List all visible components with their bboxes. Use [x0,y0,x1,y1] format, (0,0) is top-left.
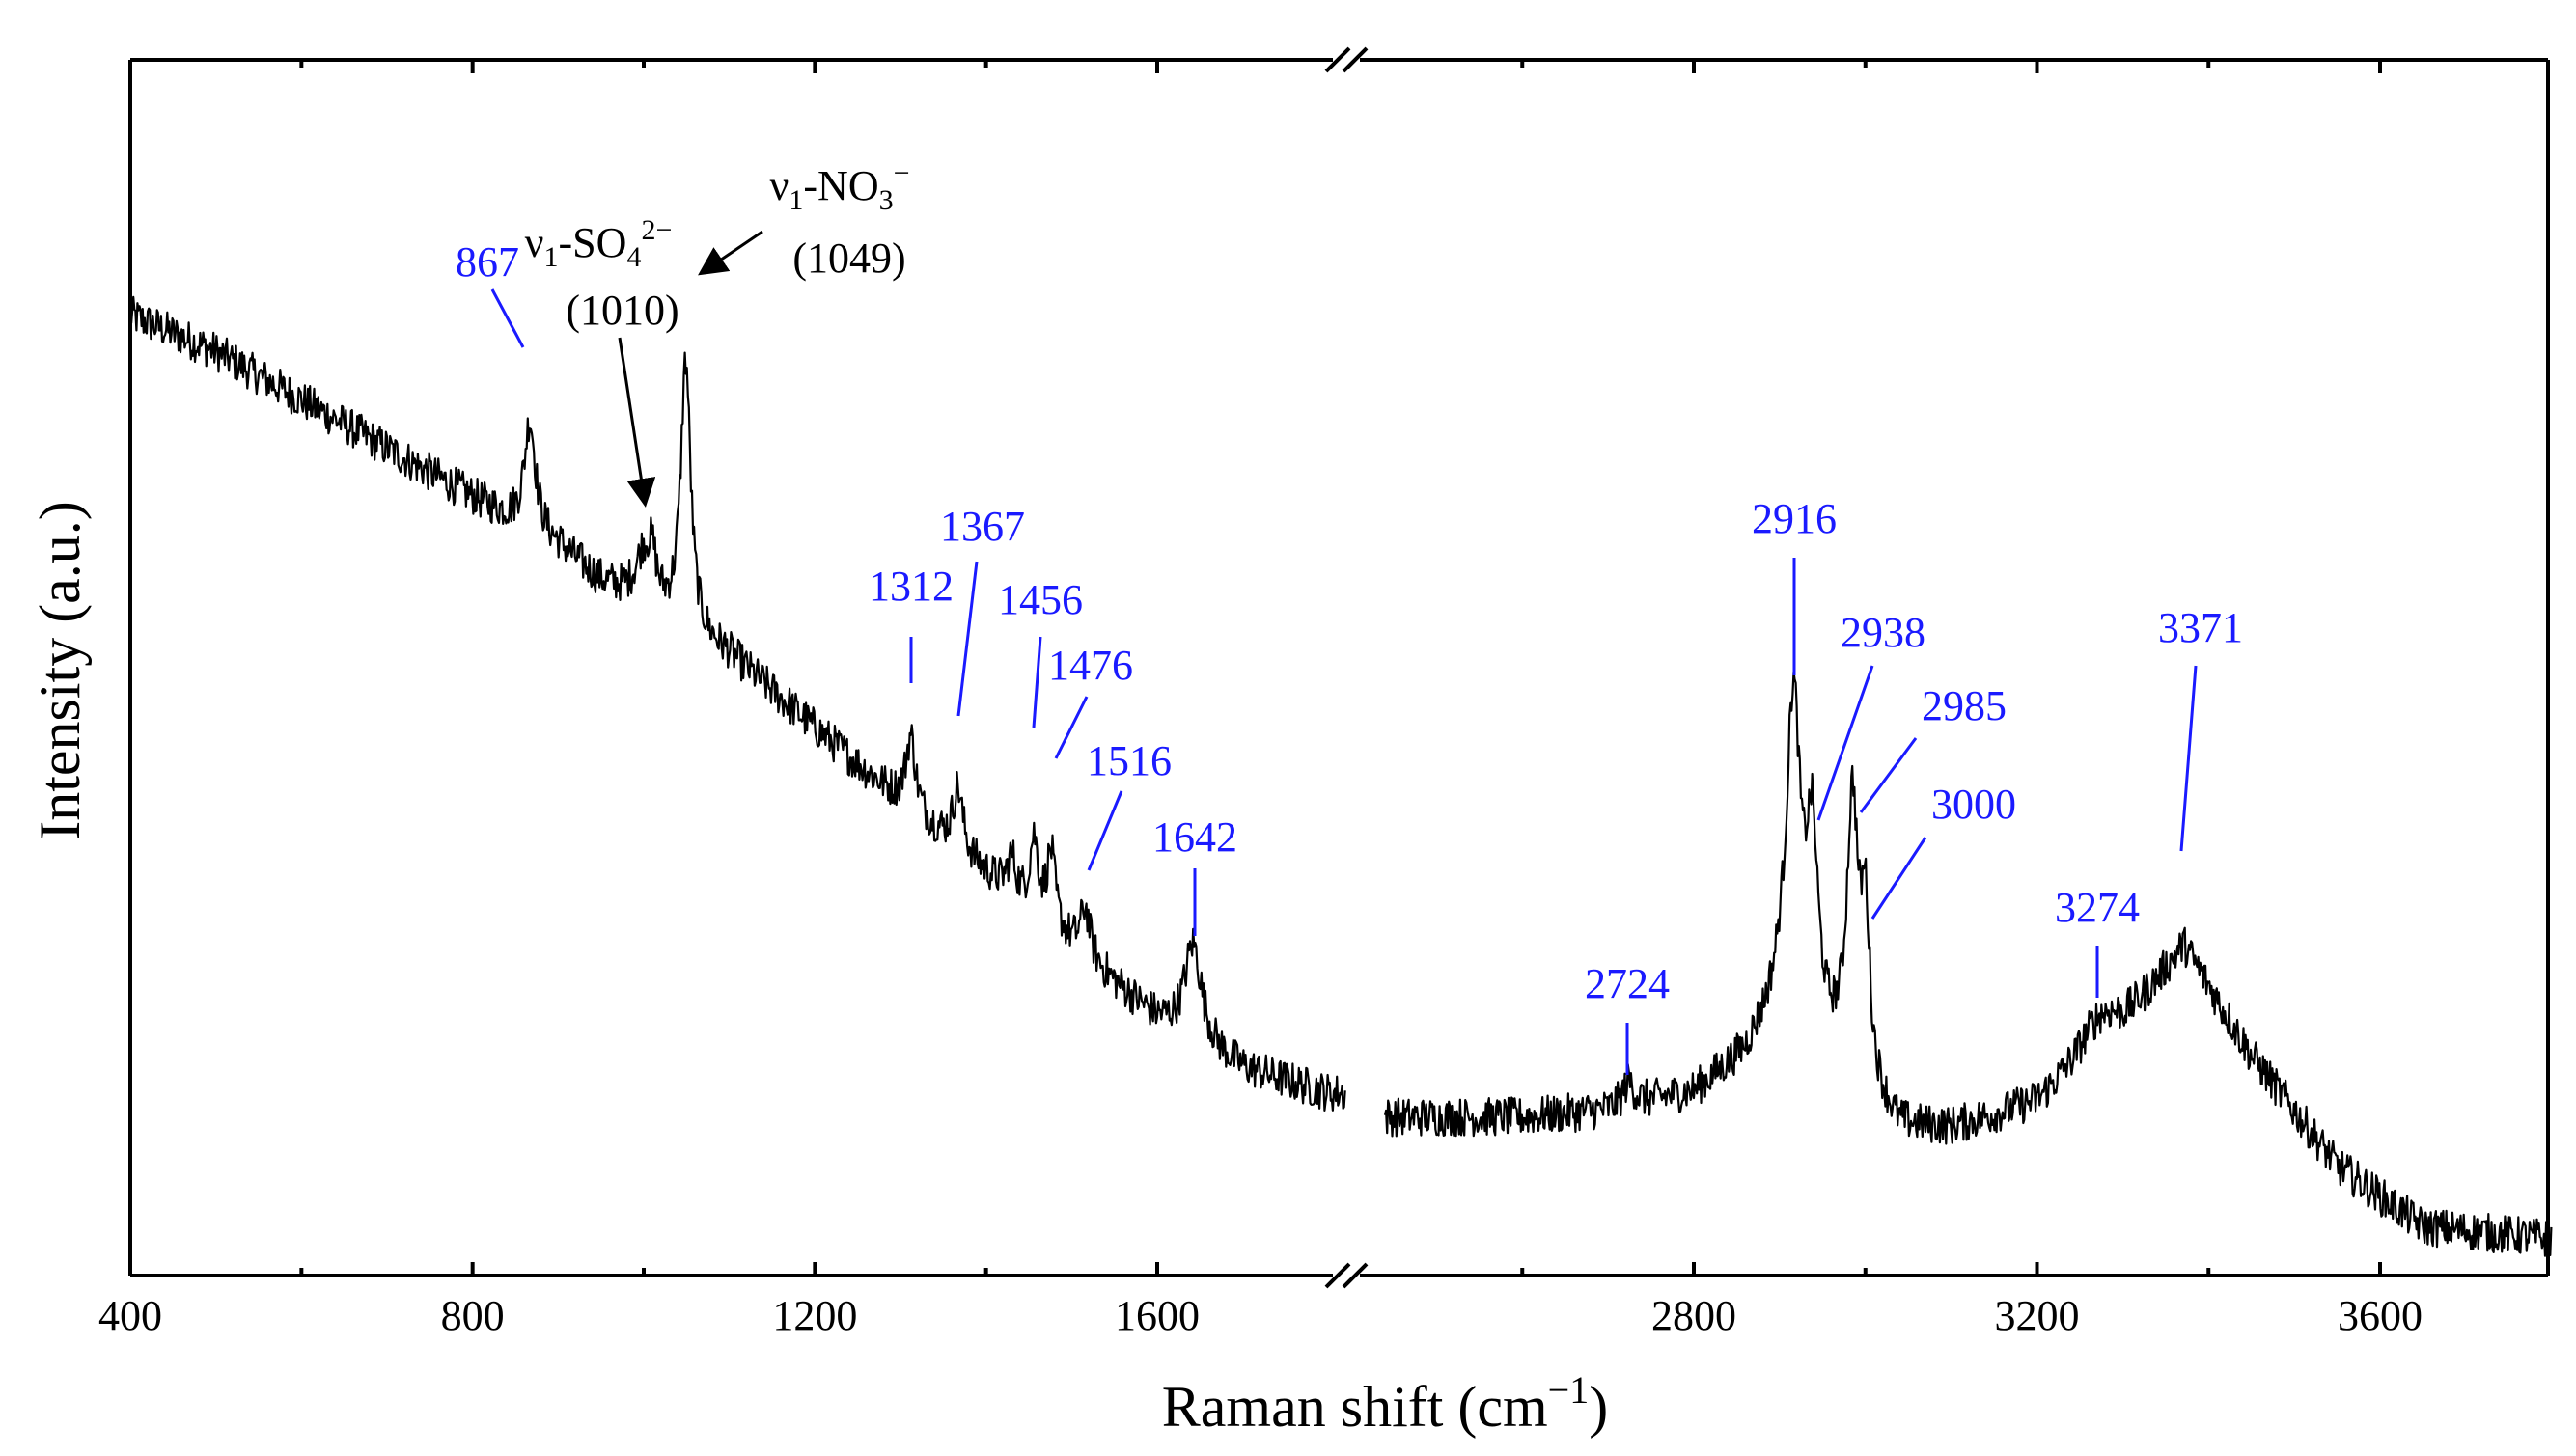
peak-label-1312: 1312 [869,563,954,610]
peak-marker-line [1859,737,1918,813]
x-axis-title: Raman shift (cm−1) [1162,1368,1608,1439]
peak-label-1516: 1516 [1087,737,1172,784]
x-tick-label: 1200 [772,1292,857,1339]
peak-label-2724: 2724 [1585,960,1670,1007]
y-axis-title: Intensity (a.u.) [28,501,92,840]
peak-marker-line [956,561,979,717]
axis-break-mark [1342,46,1369,73]
plot-frame [128,46,2550,1289]
x-tick-label: 2800 [1651,1292,1736,1339]
peak-marker-line [1816,665,1874,821]
axis-break-mark [1342,1262,1369,1289]
peak-label-2985: 2985 [1922,682,2007,729]
ion-arrow-1 [618,337,656,508]
peak-label-1367: 1367 [940,503,1025,550]
peak-label-3000: 3000 [1931,781,2016,828]
x-tick-label: 800 [441,1292,505,1339]
axis-break-mark [1324,46,1351,73]
peak-annotations: 867 1312 1367 1456 1476 1516 1642 2724 2916 2938 2… [456,238,2243,1075]
peak-marker-line [1087,790,1123,871]
peak-marker-line [1054,696,1089,759]
peak-label-1642: 1642 [1152,813,1237,861]
ion-label-2: ν1-NO3− [769,157,909,216]
ion-value-2: (1049) [792,234,905,282]
spectrum-line-segment-2 [1383,670,2553,1257]
ion-annotations: ν1-SO42− (1010) ν1-NO3− (1049) [525,157,910,508]
ion-label-1: ν1-SO42− [525,214,673,273]
axis-ticks: 400 800 1200 1600 2800 3200 3600 [98,60,2423,1339]
peak-label-2916: 2916 [1752,495,1837,542]
peak-marker-line [1032,636,1042,728]
ion-arrow-2 [698,230,763,276]
peak-label-1456: 1456 [998,576,1083,623]
peak-marker-line [490,288,525,348]
x-tick-label: 1600 [1115,1292,1200,1339]
peak-label-2938: 2938 [1841,609,1925,656]
peak-label-1476: 1476 [1048,642,1133,689]
x-tick-label: 3200 [1995,1292,2080,1339]
peak-label-3371: 3371 [2158,604,2243,651]
peak-marker-line [1870,837,1927,920]
peak-marker-line [2179,665,2198,852]
peak-label-867: 867 [456,238,519,286]
ion-value-1: (1010) [566,287,679,334]
spectrum-line-segment-1 [128,295,1346,1112]
axis-break-mark [1324,1262,1351,1289]
x-tick-label: 3600 [2338,1292,2423,1339]
peak-label-3274: 3274 [2055,884,2140,931]
spectrum-series [128,295,2553,1257]
x-tick-label: 400 [98,1292,162,1339]
